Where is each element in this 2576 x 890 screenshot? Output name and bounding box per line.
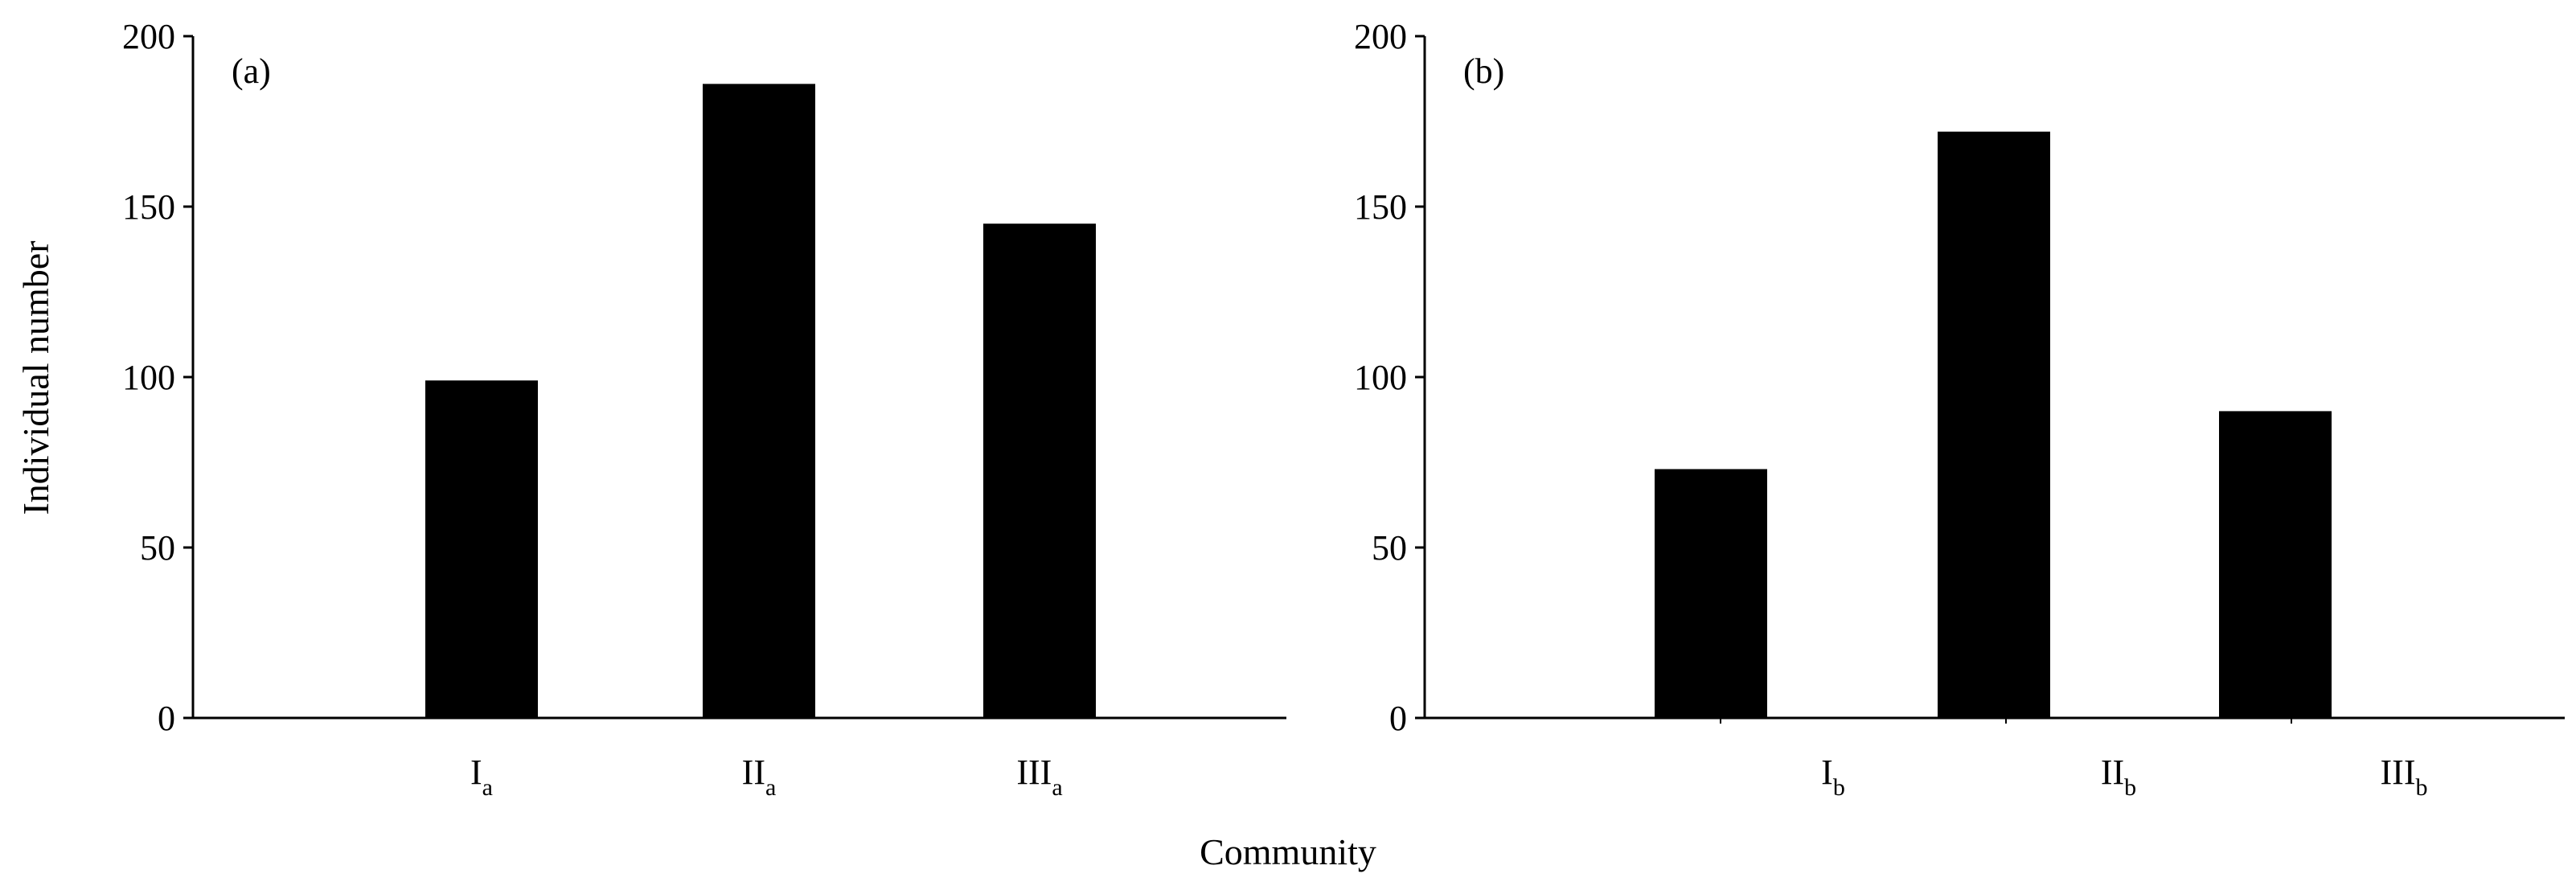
bar bbox=[2219, 411, 2332, 718]
x-tick-label: Ia bbox=[470, 753, 493, 801]
y-tick-label: 50 bbox=[140, 528, 175, 568]
bar bbox=[1938, 131, 2050, 719]
y-tick-label: 150 bbox=[1354, 187, 1407, 227]
y-axis-title: Individual number bbox=[15, 240, 56, 515]
panel-b: 0 50 100 150 200 Ib IIb IIIb (b) bbox=[1354, 17, 2565, 801]
panel-label: (a) bbox=[232, 51, 271, 91]
y-tick-label: 50 bbox=[1372, 528, 1407, 568]
bar bbox=[703, 84, 815, 719]
x-axis-title: Community bbox=[1200, 831, 1376, 872]
bar bbox=[1655, 469, 1767, 718]
bar bbox=[425, 380, 538, 718]
panel-label: (b) bbox=[1463, 51, 1504, 91]
x-tick-label: IIa bbox=[742, 753, 777, 801]
x-tick-label: Ib bbox=[1821, 753, 1845, 801]
y-tick-label: 100 bbox=[1354, 358, 1407, 397]
y-tick-label: 200 bbox=[122, 17, 175, 56]
y-tick-label: 200 bbox=[1354, 17, 1407, 56]
y-tick-label: 0 bbox=[1389, 699, 1407, 738]
panel-a: 0 50 100 150 200 Ia IIa IIIa (a) bbox=[122, 17, 1286, 801]
y-tick-label: 0 bbox=[158, 699, 175, 738]
x-tick-label: IIb bbox=[2101, 753, 2136, 801]
bar bbox=[983, 224, 1096, 718]
y-tick-label: 150 bbox=[122, 187, 175, 227]
x-tick-label: IIIb bbox=[2381, 753, 2428, 801]
x-tick-label: IIIa bbox=[1016, 753, 1062, 801]
y-tick-label: 100 bbox=[122, 358, 175, 397]
